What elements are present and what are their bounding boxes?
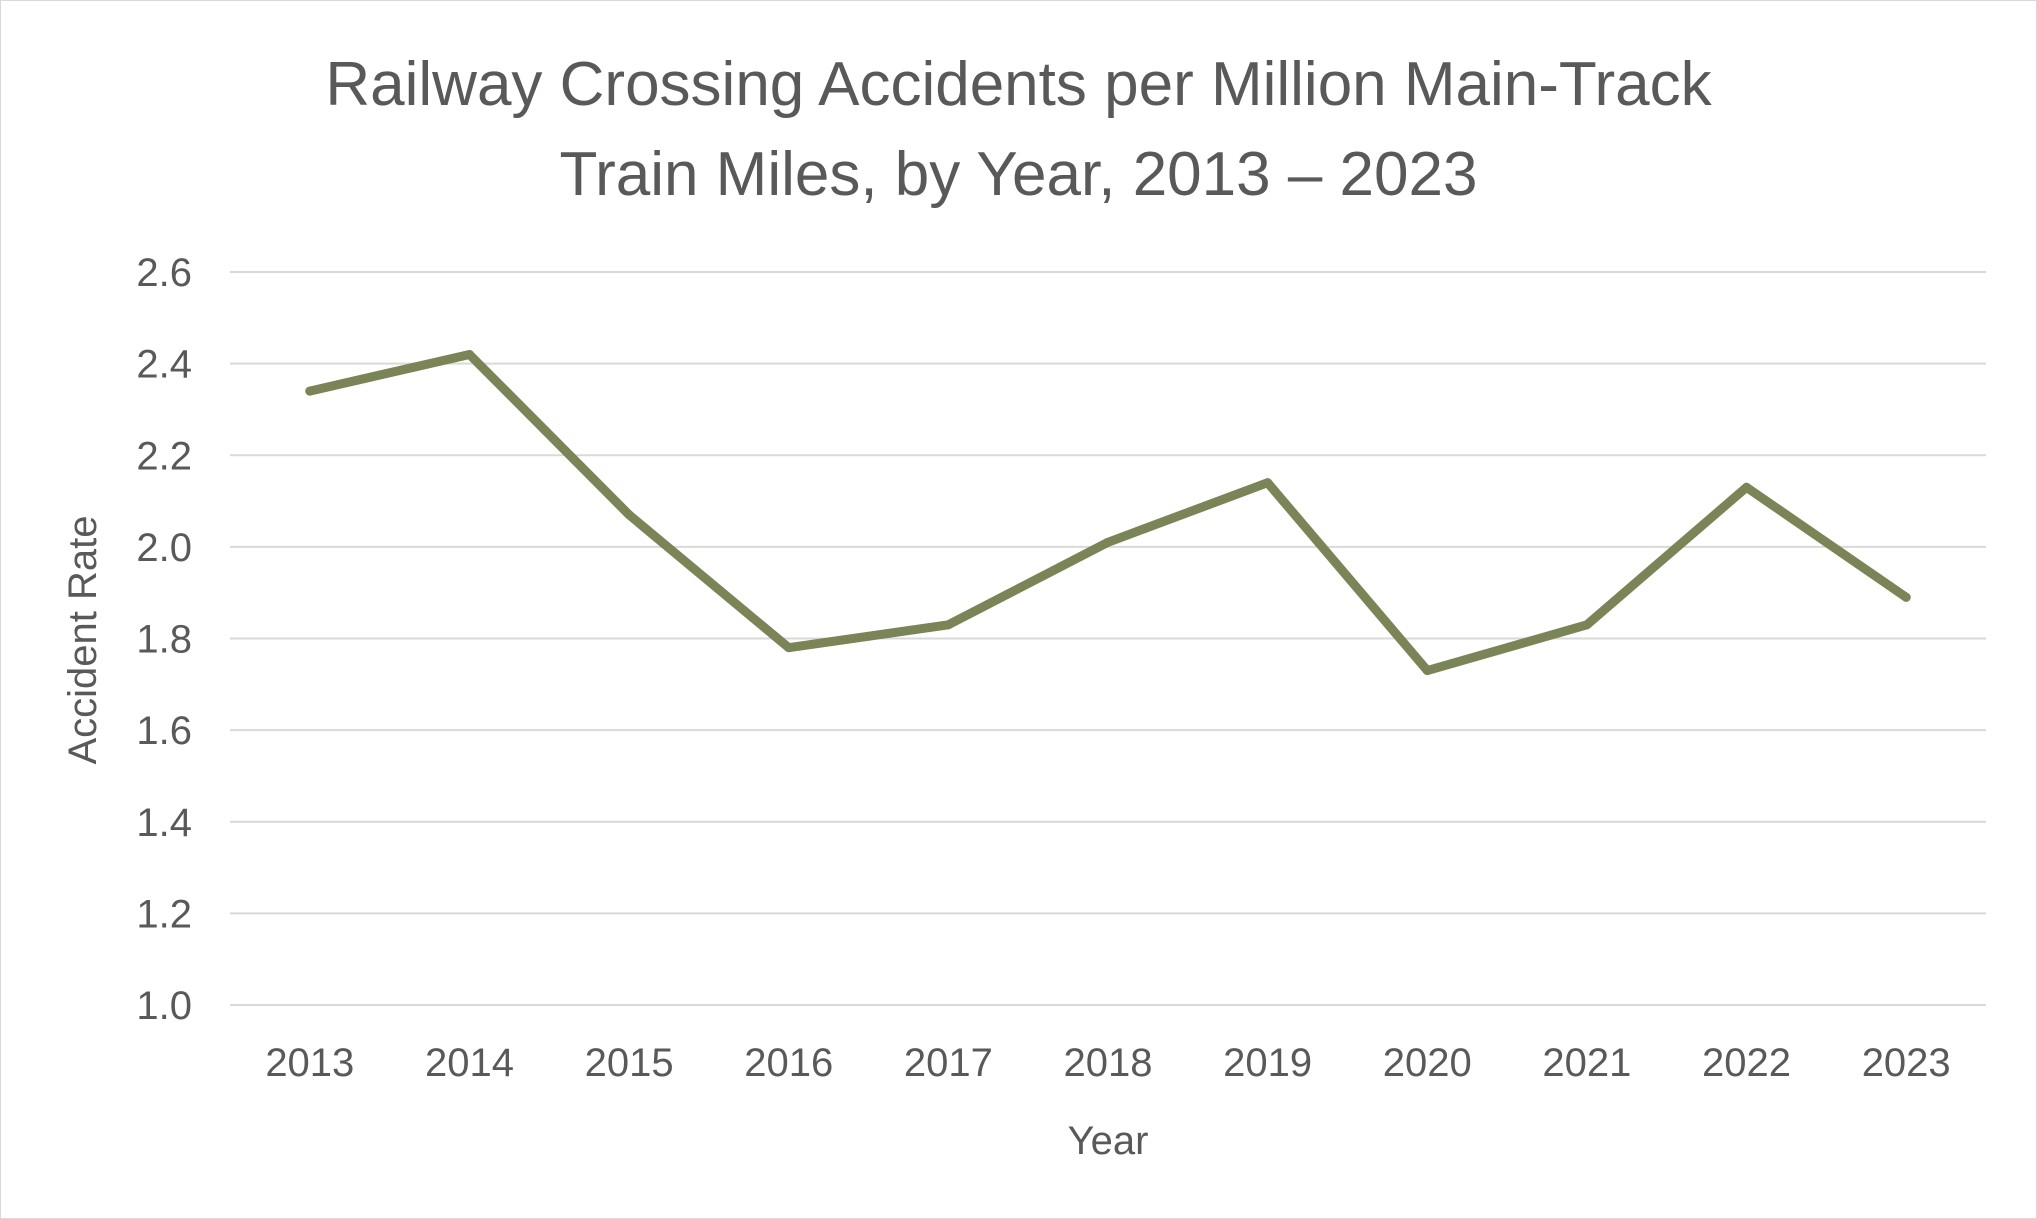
x-axis-ticks: 2013 2014 2015 2016 2017 2018 2019 2020 2021 2022…: [265, 1041, 1950, 1085]
data-point: [624, 510, 634, 520]
x-tick-label: 2023: [1862, 1041, 1951, 1085]
data-point: [1582, 620, 1592, 630]
y-tick-label: 1.2: [136, 892, 192, 936]
y-tick-label: 2.4: [136, 343, 192, 387]
x-tick-label: 2019: [1223, 1041, 1312, 1085]
x-tick-label: 2013: [265, 1041, 354, 1085]
y-tick-label: 1.8: [136, 618, 192, 662]
y-axis-title: Accident Rate: [61, 515, 105, 764]
x-tick-label: 2016: [744, 1041, 833, 1085]
data-point: [1742, 482, 1752, 492]
x-tick-label: 2021: [1542, 1041, 1631, 1085]
y-tick-label: 1.4: [136, 801, 192, 845]
data-point: [1901, 592, 1911, 602]
data-point: [943, 620, 953, 630]
chart-title-line-2: Train Miles, by Year, 2013 – 2023: [559, 140, 1478, 209]
x-tick-label: 2020: [1383, 1041, 1472, 1085]
y-tick-label: 2.2: [136, 434, 192, 478]
x-axis-title: Year: [1068, 1119, 1149, 1163]
data-point: [784, 643, 794, 653]
y-tick-label: 2.6: [136, 251, 192, 295]
chart-title-line-1: Railway Crossing Accidents per Million M…: [325, 50, 1712, 119]
data-point: [1422, 666, 1432, 676]
gridlines: [230, 271, 1986, 1006]
x-tick-label: 2017: [904, 1041, 993, 1085]
y-axis-ticks: 1.0 1.2 1.4 1.6 1.8 2.0 2.2 2.4 2.6: [136, 251, 192, 1028]
x-tick-label: 2022: [1702, 1041, 1791, 1085]
chart-title: Railway Crossing Accidents per Million M…: [0, 40, 2037, 220]
y-tick-label: 2.0: [136, 526, 192, 570]
data-point: [1103, 537, 1113, 547]
series-layer: [305, 349, 1911, 676]
x-tick-label: 2015: [585, 1041, 674, 1085]
x-tick-label: 2018: [1064, 1041, 1153, 1085]
data-point: [464, 349, 474, 359]
data-point: [305, 386, 315, 396]
y-tick-label: 1.6: [136, 709, 192, 753]
data-point: [1263, 478, 1273, 488]
x-tick-label: 2014: [425, 1041, 514, 1085]
y-tick-label: 1.0: [136, 984, 192, 1028]
series-line: [305, 350, 1911, 676]
